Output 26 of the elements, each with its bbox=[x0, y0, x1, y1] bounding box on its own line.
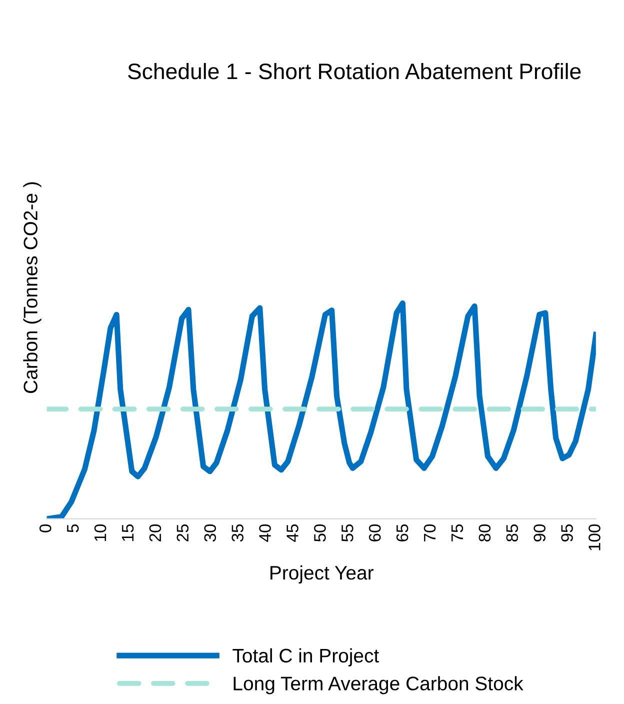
x-tick-label: 75 bbox=[451, 524, 464, 542]
x-tick-label: 80 bbox=[478, 524, 491, 542]
x-tick-label: 35 bbox=[232, 524, 244, 542]
x-tick-label: 15 bbox=[122, 524, 134, 541]
x-tick-label: 50 bbox=[314, 524, 326, 542]
x-tick-label: 5 bbox=[67, 524, 79, 532]
x-tick-label: 20 bbox=[149, 524, 162, 542]
y-axis-title: Carbon (Tonnes CO2-e ) bbox=[23, 182, 42, 393]
x-tick-label: 0 bbox=[39, 524, 52, 532]
x-tick-label: 65 bbox=[396, 524, 408, 542]
x-tick-label: 40 bbox=[259, 524, 271, 542]
x-axis-title: Project Year bbox=[270, 565, 374, 584]
legend-label: Long Term Average Carbon Stock bbox=[234, 676, 524, 694]
x-tick-label: 95 bbox=[561, 524, 573, 542]
legend-label: Total C in Project bbox=[232, 648, 380, 666]
chart-title: Schedule 1 - Short Rotation Abatement Profile bbox=[128, 62, 581, 80]
x-tick-label: 25 bbox=[176, 524, 189, 542]
x-tick-label: 60 bbox=[368, 524, 381, 542]
x-tick-label: 45 bbox=[286, 524, 298, 542]
x-tick-label: 30 bbox=[204, 524, 216, 542]
x-tick-label: 90 bbox=[534, 524, 546, 542]
x-tick-label: 55 bbox=[342, 524, 354, 542]
x-tick-label: 85 bbox=[506, 524, 518, 542]
x-tick-label: 100 bbox=[588, 524, 600, 550]
x-tick-label: 10 bbox=[94, 524, 106, 541]
x-tick-label: 70 bbox=[424, 524, 436, 542]
